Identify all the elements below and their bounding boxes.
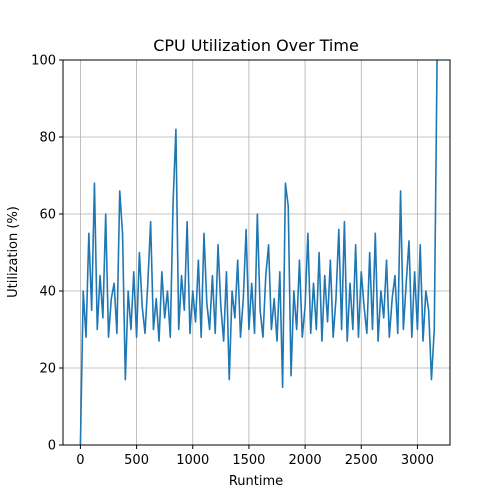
x-tick-label: 500 [124,453,149,468]
x-tick-label: 0 [76,453,84,468]
y-tick-label: 100 [31,54,56,69]
y-tick-label: 20 [39,362,56,377]
y-tick-label: 60 [39,208,56,223]
x-tick-label: 1500 [232,453,265,468]
plot-frame [62,59,451,446]
y-axis-label: Utilization (%) [6,206,21,298]
y-tick-label: 0 [48,439,56,454]
chart-title: CPU Utilization Over Time [153,36,359,55]
x-tick-label: 2500 [345,453,378,468]
x-tick-label: 2000 [289,453,322,468]
y-tick-label: 80 [39,131,56,146]
data-line [79,59,438,446]
x-axis-label: Runtime [229,474,283,489]
x-tick-label: 3000 [401,453,434,468]
x-tick-label: 1000 [176,453,209,468]
y-tick-label: 40 [39,285,56,300]
